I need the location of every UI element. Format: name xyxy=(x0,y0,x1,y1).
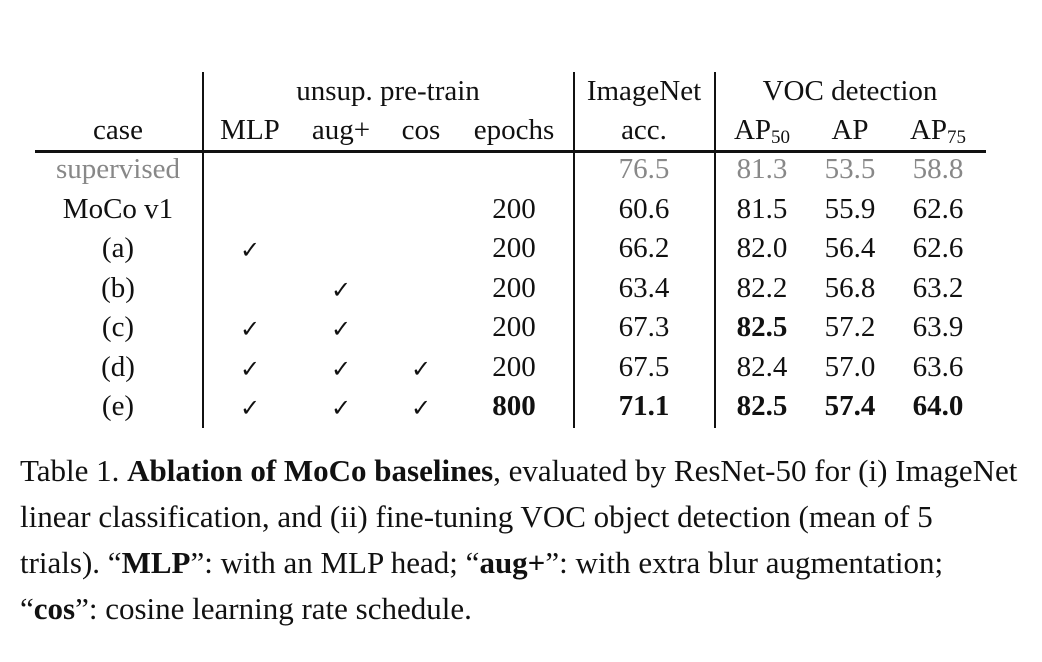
header-ap: AP xyxy=(831,114,869,146)
caption-mlp: MLP xyxy=(121,545,191,580)
mlp-check-icon: ✓ xyxy=(239,394,261,422)
column-divider-case xyxy=(202,72,204,428)
cell-ap50: 82.2 xyxy=(736,271,788,304)
cell-ap50: 82.4 xyxy=(736,350,788,383)
header-group-pretrain: unsup. pre-train xyxy=(296,75,480,107)
row-case-label: MoCo v1 xyxy=(62,192,174,225)
header-rule xyxy=(35,150,986,153)
cell-imagenet-acc: 60.6 xyxy=(618,192,670,225)
mlp-check-icon: ✓ xyxy=(239,236,261,264)
caption-text-3: ”: with extra blur augmentation; “ xyxy=(20,545,944,626)
caption-text-4: ”: cosine learning rate schedule. xyxy=(75,591,472,626)
cell-imagenet-acc: 66.2 xyxy=(618,232,670,264)
aug-check-icon: ✓ xyxy=(330,275,352,304)
cell-imagenet-acc: 71.1 xyxy=(618,390,670,422)
header-group-imagenet: ImageNet xyxy=(586,75,702,107)
cell-imagenet-acc: 67.5 xyxy=(618,350,670,383)
header-acc: acc. xyxy=(621,114,667,146)
mlp-check-icon: ✓ xyxy=(239,315,261,343)
header-case: case xyxy=(93,114,143,146)
cos-check-icon: ✓ xyxy=(410,394,432,422)
header-ap50-base: AP xyxy=(733,114,772,146)
cell-ap75: 63.2 xyxy=(912,271,964,304)
cell-ap: 56.8 xyxy=(824,271,876,304)
cell-ap: 57.0 xyxy=(824,350,876,383)
cell-imagenet-acc: 67.3 xyxy=(618,311,670,343)
caption-text-1: , evaluated by ResNet-50 for (i) ImageNe… xyxy=(20,453,1018,580)
header-ap75: AP75 xyxy=(909,114,967,148)
cell-ap: 57.2 xyxy=(824,311,876,343)
caption-aug: aug+ xyxy=(479,545,546,580)
cos-check-icon: ✓ xyxy=(410,354,432,383)
caption-label: Table 1. xyxy=(20,453,120,488)
cell-ap50: 81.5 xyxy=(736,192,788,225)
cell-ap: 53.5 xyxy=(824,153,876,185)
header-ap75-sub: 75 xyxy=(947,127,967,148)
cell-ap50: 81.3 xyxy=(736,153,788,185)
cell-ap: 57.4 xyxy=(824,390,876,422)
row-case-label: (b) xyxy=(101,271,135,304)
aug-check-icon: ✓ xyxy=(330,315,352,343)
aug-check-icon: ✓ xyxy=(330,354,352,383)
cell-ap75: 58.8 xyxy=(912,153,964,185)
caption-cos: cos xyxy=(33,591,76,626)
aug-check-icon: ✓ xyxy=(330,394,352,422)
header-cos: cos xyxy=(401,114,441,146)
cell-epochs: 200 xyxy=(492,350,536,383)
cell-ap75: 62.6 xyxy=(912,192,964,225)
row-case-label: (a) xyxy=(101,232,135,264)
cell-ap50: 82.5 xyxy=(736,390,788,422)
cell-ap50: 82.0 xyxy=(736,232,788,264)
cell-epochs: 200 xyxy=(492,311,536,343)
header-aug: aug+ xyxy=(311,114,371,146)
header-ap75-base: AP xyxy=(909,114,948,146)
cell-ap75: 64.0 xyxy=(912,390,964,422)
mlp-check-icon: ✓ xyxy=(239,354,261,383)
header-ap50-sub: 50 xyxy=(771,127,791,148)
cell-ap: 56.4 xyxy=(824,232,876,264)
row-case-label: (d) xyxy=(101,350,135,383)
cell-ap75: 63.9 xyxy=(912,311,964,343)
cell-imagenet-acc: 63.4 xyxy=(618,271,670,304)
header-epochs: epochs xyxy=(473,114,555,146)
cell-epochs: 800 xyxy=(492,390,536,422)
row-case-label: (e) xyxy=(101,390,135,422)
cell-ap75: 63.6 xyxy=(912,350,964,383)
row-case-label: supervised xyxy=(55,153,181,185)
caption-text-2: ”: with an MLP head; “ xyxy=(190,545,480,580)
caption-title: Ablation of MoCo baselines xyxy=(127,453,494,488)
header-ap50: AP50 xyxy=(733,114,791,148)
cell-ap75: 62.6 xyxy=(912,232,964,264)
cell-epochs: 200 xyxy=(492,271,536,304)
cell-ap50: 82.5 xyxy=(736,311,788,343)
cell-epochs: 200 xyxy=(492,192,536,225)
header-mlp: MLP xyxy=(220,114,280,146)
cell-imagenet-acc: 76.5 xyxy=(618,153,670,185)
column-divider-imagenet xyxy=(714,72,716,428)
column-divider-pretrain xyxy=(573,72,575,428)
table-caption: Table 1. Ablation of MoCo baselines, eva… xyxy=(20,448,1020,632)
row-case-label: (c) xyxy=(101,311,135,343)
results-table: unsup. pre-train ImageNet VOC detection … xyxy=(35,72,986,428)
cell-epochs: 200 xyxy=(492,232,536,264)
cell-ap: 55.9 xyxy=(824,192,876,225)
header-group-voc: VOC detection xyxy=(762,75,938,107)
